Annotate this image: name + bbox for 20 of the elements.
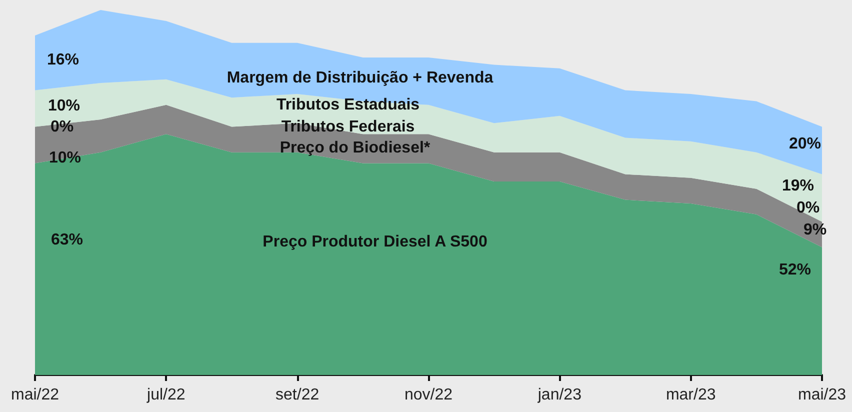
series-label: Tributos Estaduais — [276, 96, 420, 114]
x-tick-label: set/22 — [276, 386, 320, 404]
annotation: 16% — [46, 52, 80, 68]
annotation: 19% — [782, 178, 814, 194]
annotation: 63% — [50, 232, 84, 248]
annotation: 0% — [796, 200, 820, 216]
series-label: Margem de Distribuição + Revenda — [226, 70, 494, 86]
x-tick-label: mai/22 — [10, 386, 60, 404]
x-tick-label: mar/23 — [666, 386, 716, 404]
x-tick-label: jan/23 — [536, 386, 582, 404]
x-tick-label: nov/22 — [404, 386, 453, 404]
series-label: Preço Produtor Diesel A S500 — [262, 234, 488, 250]
annotation: 52% — [778, 262, 812, 278]
annotation: 10% — [48, 98, 80, 114]
x-tick-label: jul/22 — [146, 386, 186, 404]
annotation: 10% — [48, 150, 82, 166]
annotation: 20% — [788, 136, 822, 152]
series-label: Preço do Biodiesel* — [280, 140, 431, 156]
annotation: 0% — [50, 118, 74, 136]
x-tick-label: mai/23 — [798, 386, 846, 404]
